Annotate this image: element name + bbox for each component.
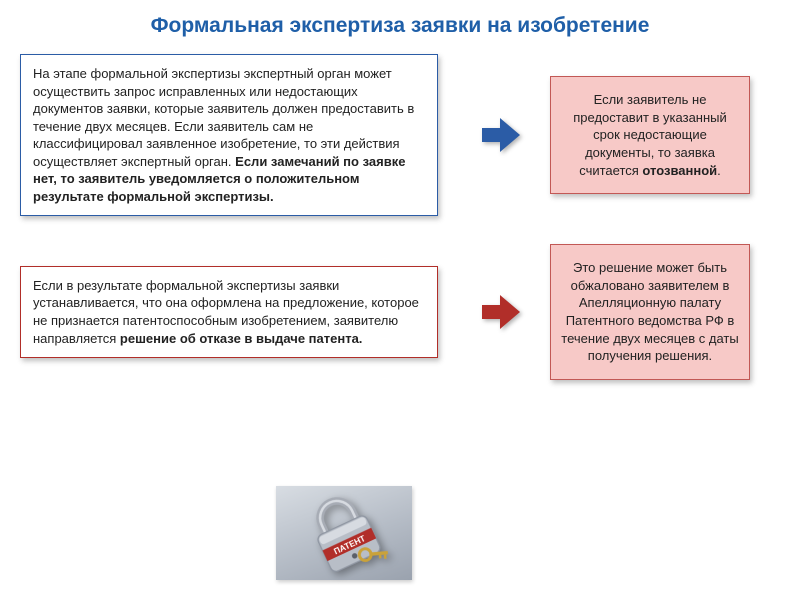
text-c: . — [717, 163, 721, 178]
arrow-right-icon — [482, 295, 520, 329]
text: Это решение может быть обжаловано заявит… — [561, 260, 738, 363]
text-bold: решение об отказе в выдаче патента. — [120, 331, 363, 346]
box-withdrawn: Если заявитель не предоставит в указанны… — [550, 76, 750, 194]
box-appeal: Это решение может быть обжаловано заявит… — [550, 244, 750, 379]
text-b: отозванной — [642, 163, 717, 178]
row-red: Если в результате формальной экспертизы … — [0, 244, 800, 379]
row-blue: На этапе формальной экспертизы экспертны… — [0, 54, 800, 216]
arrow-red-wrap — [476, 295, 526, 329]
box-formal-exam-description: На этапе формальной экспертизы экспертны… — [20, 54, 438, 216]
page-title: Формальная экспертиза заявки на изобрете… — [0, 0, 800, 48]
arrow-right-icon — [482, 118, 520, 152]
arrow-blue-wrap — [476, 118, 526, 152]
lock-icon: ПАТЕНТ — [288, 477, 400, 589]
lock-image: ПАТЕНТ — [276, 486, 412, 580]
box-refusal: Если в результате формальной экспертизы … — [20, 266, 438, 358]
